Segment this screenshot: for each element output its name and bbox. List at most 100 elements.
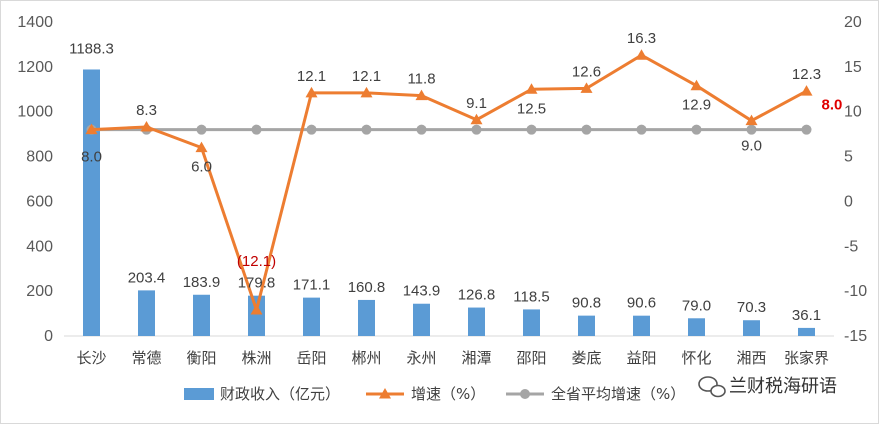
growth-marker — [195, 141, 208, 153]
bar-value-label: 1188.3 — [69, 40, 114, 57]
category-label: 怀化 — [681, 349, 711, 367]
bar — [633, 315, 650, 336]
legend-label-growth: 增速（%） — [411, 385, 485, 403]
average-marker — [471, 124, 482, 135]
growth-marker — [470, 113, 483, 125]
right-tick-label: 10 — [844, 104, 862, 121]
category-label: 长沙 — [76, 349, 106, 367]
growth-value-label: 11.8 — [407, 71, 435, 88]
category-label: 衡阳 — [186, 349, 216, 367]
category-label: 湘潭 — [461, 349, 491, 367]
average-marker — [416, 124, 427, 135]
right-tick-label: 5 — [844, 149, 853, 166]
average-marker — [746, 124, 757, 135]
bar-value-label: 118.5 — [513, 288, 549, 305]
growth-marker — [85, 123, 98, 135]
bar-value-label: 70.3 — [737, 299, 766, 316]
bar — [248, 295, 265, 336]
bar — [468, 307, 485, 336]
growth-value-label: 8.3 — [136, 102, 157, 119]
bar — [303, 297, 320, 336]
bar-value-label: 160.8 — [348, 279, 386, 296]
average-marker — [361, 124, 372, 135]
legend: 财政收入（亿元） 增速（%） 全省平均增速（%） — [184, 385, 685, 403]
bar — [743, 320, 760, 336]
growth-marker — [305, 86, 318, 98]
growth-value-label: 9.0 — [741, 138, 762, 155]
bar-value-label: 179.8 — [238, 275, 276, 292]
left-tick-label: 200 — [26, 283, 53, 300]
bar-value-label: 79.0 — [682, 297, 711, 314]
right-tick-label: -10 — [844, 283, 867, 300]
legend-label-bars: 财政收入（亿元） — [220, 385, 340, 403]
growth-value-label: 8.0 — [81, 149, 102, 166]
growth-marker — [580, 82, 593, 93]
average-marker — [251, 124, 262, 135]
growth-marker — [635, 49, 648, 60]
data-labels: 1188.3 203.4 183.9 179.8 171.1 160.8 143.9 126.… — [69, 30, 842, 324]
left-tick-label: 800 — [26, 149, 53, 166]
growth-line — [91, 53, 808, 312]
growth-value-label: 6.0 — [191, 159, 212, 176]
bar-value-label: 90.6 — [627, 295, 656, 312]
bar — [578, 315, 595, 336]
legend-label-average: 全省平均增速（%） — [551, 385, 685, 403]
category-label: 娄底 — [571, 349, 601, 367]
wechat-bubble-small — [710, 384, 726, 398]
category-label: 湘西 — [736, 349, 766, 367]
left-tick-label: 1200 — [17, 59, 53, 76]
average-marker — [581, 124, 592, 135]
bar — [523, 309, 540, 336]
category-label: 株洲 — [241, 349, 271, 367]
right-tick-label: -15 — [844, 328, 867, 345]
growth-marker — [745, 114, 758, 126]
growth-value-label: 12.6 — [572, 63, 601, 80]
category-label: 邵阳 — [516, 349, 546, 367]
category-label: 常德 — [131, 349, 161, 367]
growth-marker — [525, 83, 538, 94]
left-tick-label: 0 — [44, 328, 53, 345]
left-tick-label: 400 — [26, 238, 53, 255]
category-label: 张家界 — [784, 349, 829, 367]
bar-value-label: 171.1 — [293, 277, 331, 294]
average-end-label: 8.0 — [822, 97, 843, 114]
average-marker — [801, 124, 812, 135]
watermark-text: 兰财税海研语 — [729, 376, 837, 397]
legend-swatch-growth-marker — [379, 388, 391, 399]
growth-value-label: 9.1 — [466, 95, 487, 112]
growth-value-label: 16.3 — [627, 30, 656, 47]
category-label: 郴州 — [351, 349, 381, 367]
wechat-bubble-large — [698, 376, 718, 392]
left-tick-label: 1400 — [17, 14, 53, 31]
bar-series — [83, 69, 815, 336]
watermark: 兰财税海研语 — [691, 372, 851, 406]
left-tick-label: 1000 — [17, 104, 53, 121]
bar — [358, 299, 375, 336]
axes: 0 200 400 600 800 1000 1200 1400 -15 -10 -5 0 5 10 15 2… — [17, 14, 867, 367]
bar-value-label: 143.9 — [403, 283, 441, 300]
legend-swatch-bars — [184, 388, 214, 400]
bar — [688, 318, 705, 336]
right-tick-label: 20 — [844, 14, 862, 31]
average-marker — [691, 124, 702, 135]
bar — [138, 290, 155, 336]
average-marker — [196, 124, 207, 135]
bar — [83, 69, 100, 336]
right-tick-label: 15 — [844, 59, 862, 76]
growth-marker — [415, 89, 428, 101]
growth-marker — [140, 120, 153, 132]
growth-value-label: 12.1 — [352, 68, 381, 85]
bar — [798, 327, 815, 336]
right-tick-label: 0 — [844, 193, 853, 210]
growth-marker — [250, 303, 263, 315]
bar-value-label: 90.8 — [572, 295, 601, 312]
growth-marker — [800, 85, 813, 96]
legend-swatch-average-marker — [520, 389, 530, 399]
bar-value-label: 203.4 — [128, 269, 166, 286]
growth-marker — [690, 79, 703, 91]
growth-value-label: (12.1) — [237, 253, 276, 270]
growth-value-label: 12.9 — [682, 97, 711, 114]
bar-value-label: 126.8 — [458, 287, 496, 304]
left-tick-label: 600 — [26, 193, 53, 210]
